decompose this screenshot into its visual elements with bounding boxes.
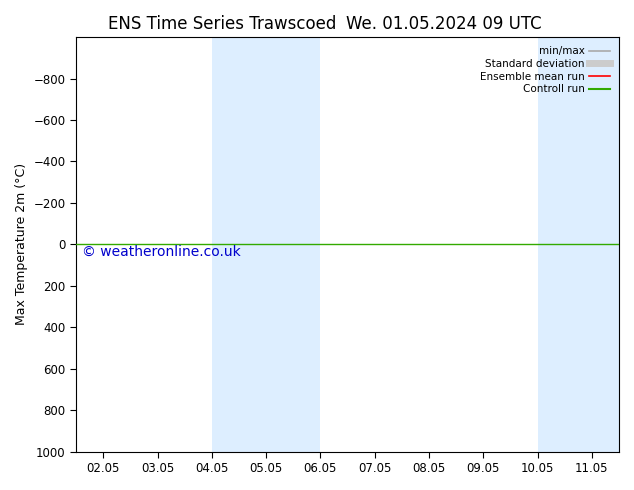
Text: ENS Time Series Trawscoed: ENS Time Series Trawscoed [108, 15, 336, 33]
Y-axis label: Max Temperature 2m (°C): Max Temperature 2m (°C) [15, 163, 28, 325]
Text: We. 01.05.2024 09 UTC: We. 01.05.2024 09 UTC [346, 15, 541, 33]
Text: © weatheronline.co.uk: © weatheronline.co.uk [82, 245, 240, 259]
Legend: min/max, Standard deviation, Ensemble mean run, Controll run: min/max, Standard deviation, Ensemble me… [476, 42, 614, 98]
Bar [212, 37, 320, 452]
Bar [538, 37, 619, 452]
